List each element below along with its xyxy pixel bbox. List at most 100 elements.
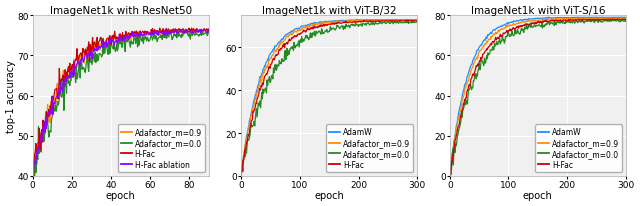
- H-Fac: [192, 29, 200, 31]
- Adafactor_m=0.0: [402, 20, 410, 23]
- H-Fac: [29, 181, 37, 183]
- Legend: AdamW, Adafactor_m=0.9, Adafactor_m=0.0, H-Fac: AdamW, Adafactor_m=0.9, Adafactor_m=0.0,…: [326, 125, 413, 172]
- Adafactor_m=0.0: [523, 25, 531, 28]
- H-Fac: [148, 28, 156, 31]
- AdamW: [376, 19, 384, 22]
- Adafactor_m=0.9: [622, 18, 630, 20]
- AdamW: [401, 19, 409, 22]
- H-Fac: [358, 22, 365, 24]
- Adafactor_m=0.0: [143, 40, 150, 43]
- H-Fac: [237, 173, 245, 175]
- Adafactor_m=0.9: [581, 18, 589, 20]
- Adafactor_m=0.0: [358, 25, 365, 27]
- Adafactor_m=0.9: [610, 18, 618, 20]
- AdamW: [622, 17, 630, 20]
- Line: H-Fac: H-Fac: [33, 29, 209, 182]
- H-Fac: [88, 46, 96, 48]
- Adafactor_m=0.9: [446, 173, 454, 176]
- H-Fac ablation: [88, 59, 96, 61]
- H-Fac: [205, 29, 212, 31]
- Adafactor_m=0.9: [156, 29, 164, 32]
- AdamW: [314, 22, 322, 25]
- Adafactor_m=0.0: [182, 29, 189, 31]
- H-Fac: [413, 21, 421, 23]
- H-Fac: [360, 20, 367, 22]
- Adafactor_m=0.0: [148, 40, 156, 42]
- Adafactor_m=0.0: [237, 174, 245, 176]
- Adafactor_m=0.9: [29, 171, 37, 174]
- Line: Adafactor_m=0.9: Adafactor_m=0.9: [241, 21, 417, 176]
- H-Fac ablation: [29, 171, 36, 174]
- Adafactor_m=0.9: [517, 22, 525, 25]
- Adafactor_m=0.0: [446, 174, 454, 177]
- Adafactor_m=0.9: [205, 31, 212, 33]
- H-Fac: [607, 19, 614, 21]
- X-axis label: epoch: epoch: [523, 191, 553, 200]
- Adafactor_m=0.0: [205, 30, 212, 33]
- Adafactor_m=0.9: [237, 174, 245, 177]
- Adafactor_m=0.9: [387, 19, 395, 22]
- AdamW: [517, 19, 525, 22]
- Line: AdamW: AdamW: [241, 20, 417, 173]
- AdamW: [566, 17, 574, 20]
- Adafactor_m=0.0: [517, 30, 525, 33]
- X-axis label: epoch: epoch: [314, 191, 344, 200]
- Line: Adafactor_m=0.0: Adafactor_m=0.0: [450, 20, 626, 176]
- Adafactor_m=0.0: [314, 32, 322, 34]
- Adafactor_m=0.0: [401, 22, 408, 25]
- Adafactor_m=0.0: [376, 22, 383, 25]
- Adafactor_m=0.9: [413, 20, 421, 22]
- Adafactor_m=0.0: [609, 20, 617, 23]
- Adafactor_m=0.9: [523, 21, 531, 23]
- Adafactor_m=0.0: [614, 19, 621, 21]
- Line: AdamW: AdamW: [450, 18, 626, 176]
- Adafactor_m=0.9: [191, 31, 198, 33]
- Title: ImageNet1k with ViT-S/16: ImageNet1k with ViT-S/16: [470, 6, 605, 15]
- Adafactor_m=0.9: [376, 20, 383, 22]
- Adafactor_m=0.9: [88, 48, 96, 50]
- H-Fac: [446, 174, 454, 176]
- Adafactor_m=0.0: [29, 167, 36, 169]
- H-Fac: [387, 21, 394, 23]
- Title: ImageNet1k with ViT-B/32: ImageNet1k with ViT-B/32: [262, 6, 397, 15]
- H-Fac: [584, 19, 592, 22]
- H-Fac: [622, 19, 630, 22]
- H-Fac: [29, 169, 36, 171]
- Adafactor_m=0.9: [29, 159, 36, 161]
- Adafactor_m=0.9: [386, 20, 394, 22]
- Adafactor_m=0.9: [595, 18, 603, 21]
- Adafactor_m=0.9: [143, 34, 150, 36]
- H-Fac ablation: [143, 34, 150, 36]
- Title: ImageNet1k with ResNet50: ImageNet1k with ResNet50: [49, 6, 191, 15]
- Adafactor_m=0.0: [595, 22, 602, 25]
- H-Fac: [595, 20, 602, 22]
- AdamW: [523, 19, 531, 22]
- Line: Adafactor_m=0.9: Adafactor_m=0.9: [33, 30, 209, 172]
- AdamW: [591, 17, 599, 19]
- Adafactor_m=0.9: [148, 33, 156, 35]
- H-Fac: [566, 20, 574, 22]
- H-Fac ablation: [205, 30, 212, 32]
- H-Fac: [401, 21, 409, 23]
- H-Fac: [143, 33, 150, 35]
- AdamW: [446, 175, 454, 177]
- Adafactor_m=0.9: [358, 20, 365, 23]
- Adafactor_m=0.0: [584, 20, 592, 23]
- Line: H-Fac: H-Fac: [241, 21, 417, 174]
- H-Fac: [188, 28, 195, 30]
- Adafactor_m=0.9: [401, 20, 409, 22]
- Adafactor_m=0.9: [585, 19, 593, 21]
- Adafactor_m=0.9: [314, 23, 322, 25]
- Adafactor_m=0.9: [154, 31, 161, 33]
- Line: Adafactor_m=0.0: Adafactor_m=0.0: [241, 21, 417, 175]
- H-Fac: [610, 19, 618, 21]
- Line: H-Fac ablation: H-Fac ablation: [33, 30, 209, 176]
- H-Fac ablation: [191, 31, 198, 34]
- Adafactor_m=0.0: [622, 21, 630, 23]
- AdamW: [387, 20, 394, 22]
- Adafactor_m=0.9: [308, 25, 316, 28]
- AdamW: [237, 172, 245, 174]
- H-Fac: [154, 31, 161, 33]
- H-Fac ablation: [192, 31, 200, 33]
- AdamW: [595, 17, 603, 20]
